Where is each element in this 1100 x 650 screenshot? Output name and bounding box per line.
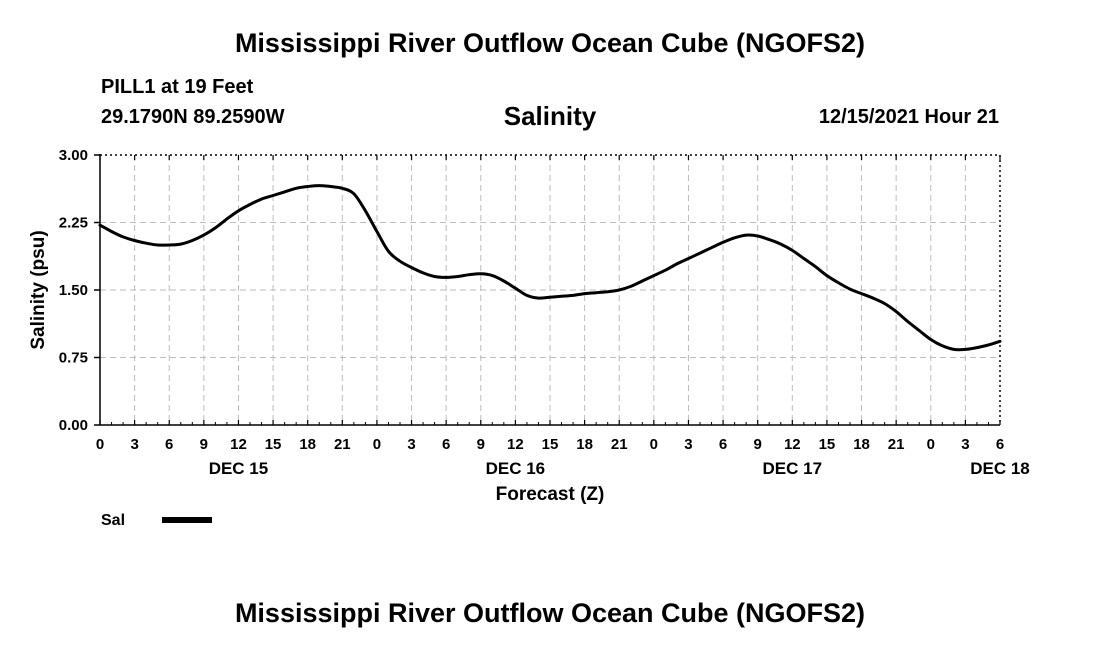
y-tick-label: 3.00 bbox=[59, 147, 88, 164]
x-tick-label: 18 bbox=[299, 436, 316, 453]
x-tick-label: 6 bbox=[719, 436, 727, 453]
y-tick-label: 2.25 bbox=[59, 215, 88, 232]
x-tick-label: 12 bbox=[507, 436, 524, 453]
legend: Sal bbox=[101, 512, 212, 529]
x-tick-label: 15 bbox=[819, 436, 836, 453]
y-tick-label: 0.00 bbox=[59, 417, 88, 434]
x-tick-label: 12 bbox=[784, 436, 801, 453]
x-axis-title: Forecast (Z) bbox=[496, 484, 605, 505]
x-tick-label: 21 bbox=[888, 436, 905, 453]
legend-label-sal: Sal bbox=[101, 512, 125, 529]
x-tick-label: 3 bbox=[130, 436, 138, 453]
y-axis-title: Salinity (psu) bbox=[28, 230, 49, 349]
x-tick-label: 6 bbox=[442, 436, 450, 453]
x-tick-label: 9 bbox=[477, 436, 485, 453]
x-tick-label: 0 bbox=[373, 436, 381, 453]
y-tick-label: 1.50 bbox=[59, 282, 88, 299]
x-day-label: DEC 18 bbox=[970, 459, 1030, 478]
x-tick-label: 0 bbox=[650, 436, 658, 453]
footer-chart-title: Mississippi River Outflow Ocean Cube (NG… bbox=[234, 598, 866, 628]
x-day-label: DEC 15 bbox=[209, 459, 269, 478]
x-tick-label: 3 bbox=[684, 436, 692, 453]
x-day-label: DEC 16 bbox=[486, 459, 546, 478]
x-tick-label: 0 bbox=[927, 436, 935, 453]
x-tick-label: 15 bbox=[542, 436, 559, 453]
grid-lines bbox=[100, 155, 1000, 425]
forecast-timestamp: 12/15/2021 Hour 21 bbox=[818, 106, 999, 128]
station-coordinates: 29.1790N 89.2590W bbox=[101, 106, 285, 128]
y-tick-label: 0.75 bbox=[59, 350, 88, 367]
x-tick-label: 3 bbox=[407, 436, 415, 453]
x-tick-label: 6 bbox=[165, 436, 173, 453]
x-tick-label: 6 bbox=[996, 436, 1004, 453]
x-tick-label: 18 bbox=[853, 436, 870, 453]
x-tick-label: 21 bbox=[611, 436, 628, 453]
axis-tick-labels: 0 3 6 9 12 15 18 21 0 3 6 9 12 15 18 21 0 3 6 9 12 15 18 21 0 3 6 0… bbox=[59, 147, 1030, 478]
x-tick-label: 15 bbox=[265, 436, 282, 453]
station-label: PILL1 at 19 Feet bbox=[101, 76, 254, 98]
x-tick-label: 9 bbox=[754, 436, 762, 453]
x-tick-label: 0 bbox=[96, 436, 104, 453]
x-day-label: DEC 17 bbox=[763, 459, 823, 478]
chart-main-title: Mississippi River Outflow Ocean Cube (NG… bbox=[234, 28, 866, 58]
x-tick-label: 9 bbox=[200, 436, 208, 453]
x-tick-label: 12 bbox=[230, 436, 247, 453]
x-tick-label: 21 bbox=[334, 436, 351, 453]
x-tick-label: 3 bbox=[961, 436, 969, 453]
axis-ticks bbox=[94, 154, 1001, 426]
series-line-sal bbox=[98, 184, 1002, 352]
x-tick-label: 18 bbox=[576, 436, 593, 453]
chart-subtitle: Salinity bbox=[503, 101, 597, 131]
